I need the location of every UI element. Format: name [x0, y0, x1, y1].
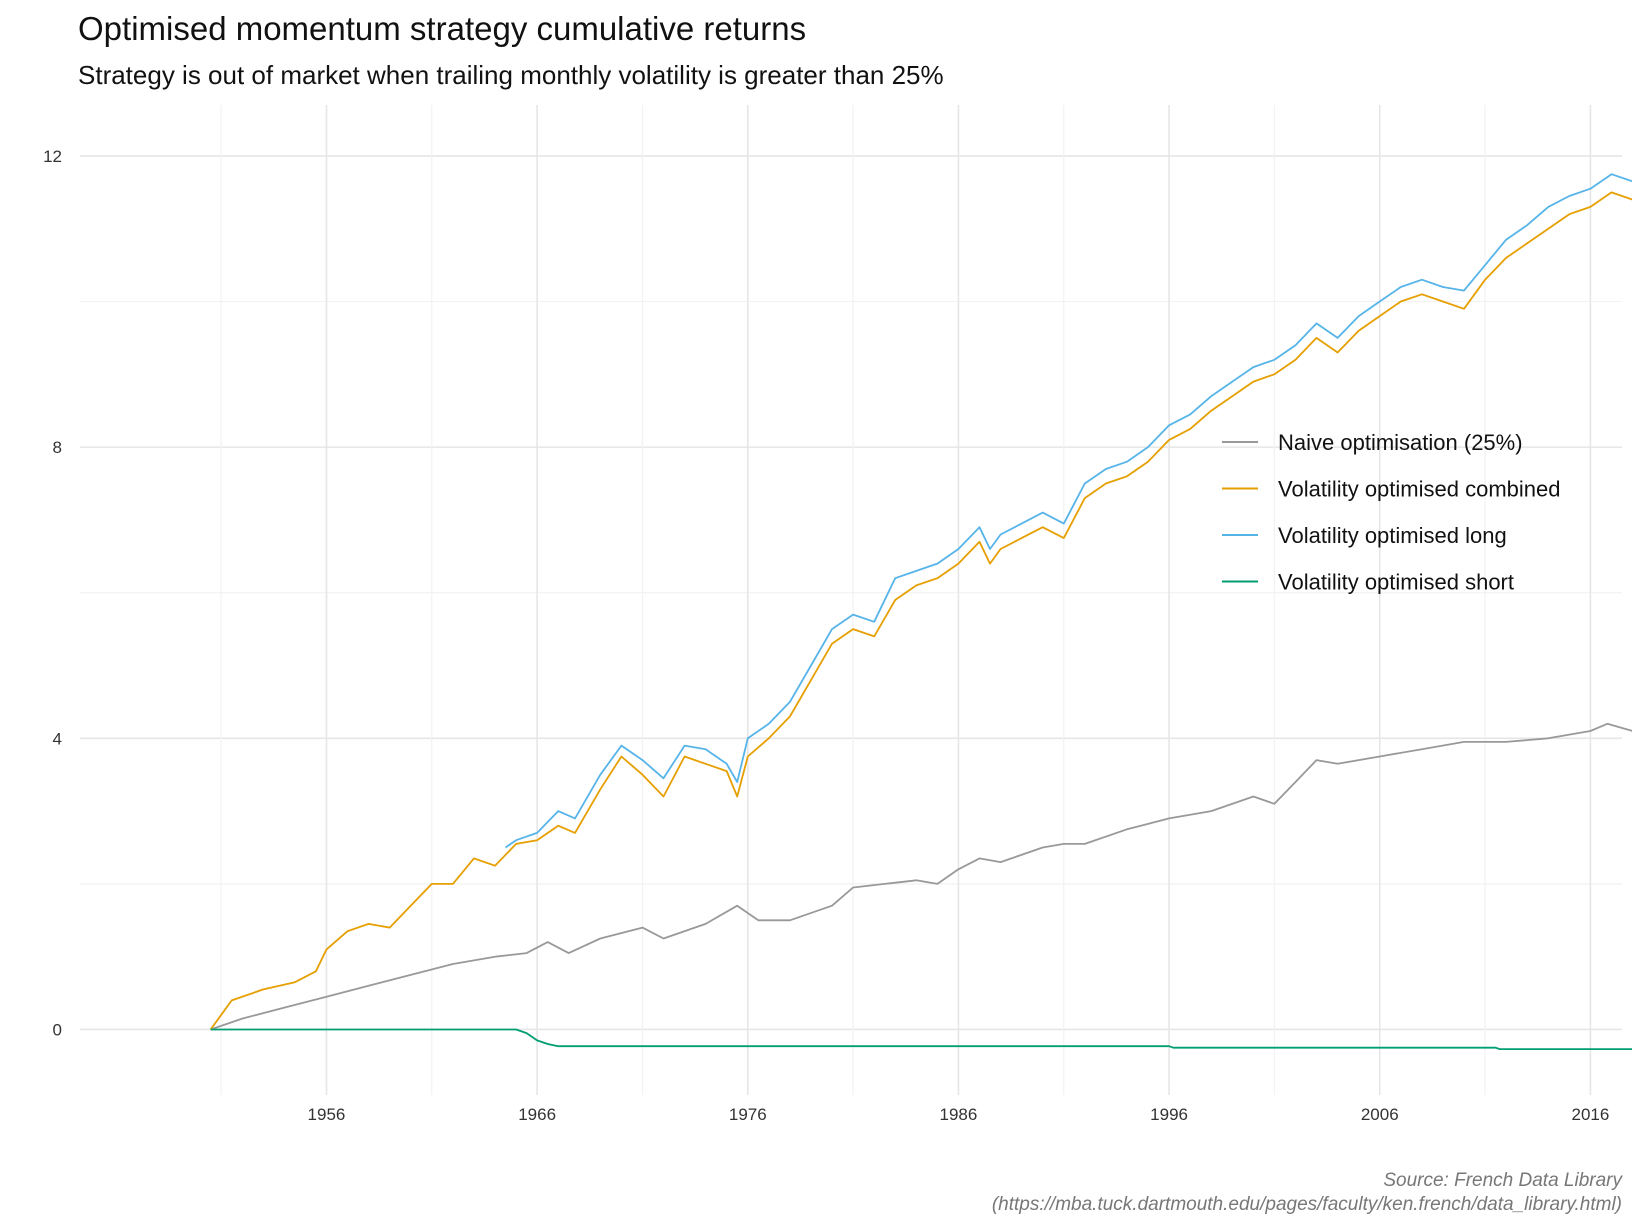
- x-tick-label: 1986: [940, 1105, 978, 1124]
- x-tick-label: 1966: [518, 1105, 556, 1124]
- x-tick-label: 2006: [1361, 1105, 1399, 1124]
- y-tick-label: 0: [53, 1020, 62, 1039]
- legend-label: Naive optimisation (25%): [1278, 430, 1523, 455]
- series-line: [210, 1028, 1632, 1050]
- source-url-caption: (https://mba.tuck.dartmouth.edu/pages/fa…: [991, 1194, 1622, 1215]
- series-line: [210, 722, 1632, 1031]
- chart-subtitle: Strategy is out of market when trailing …: [78, 60, 944, 90]
- y-tick-label: 8: [53, 438, 62, 457]
- x-tick-label: 1976: [729, 1105, 767, 1124]
- y-tick-label: 4: [53, 729, 62, 748]
- x-tick-label: 1956: [308, 1105, 346, 1124]
- x-tick-label: 2016: [1571, 1105, 1609, 1124]
- x-axis: 1956 1966 1976 1986 1996 2006 2016: [308, 1105, 1610, 1124]
- x-tick-label: 1996: [1150, 1105, 1188, 1124]
- y-tick-label: 12: [43, 147, 62, 166]
- legend-label: Volatility optimised short: [1278, 570, 1514, 595]
- series-lines: [209, 173, 1632, 1050]
- source-caption: Source: French Data Library: [1383, 1170, 1622, 1191]
- series-line: [504, 173, 1632, 849]
- legend-label: Volatility optimised long: [1278, 523, 1507, 548]
- chart-title: Optimised momentum strategy cumulative r…: [78, 10, 807, 47]
- y-axis: 0 4 8 12: [43, 147, 62, 1040]
- series-line: [209, 191, 1632, 1031]
- grid-lines: [80, 105, 1622, 1095]
- legend-label: Volatility optimised combined: [1278, 477, 1560, 502]
- legend: Naive optimisation (25%) Volatility optim…: [1222, 430, 1560, 595]
